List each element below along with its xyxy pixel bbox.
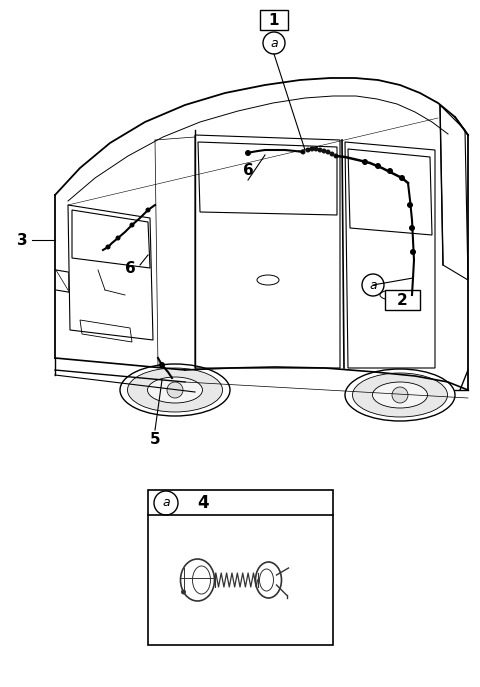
- Text: a: a: [162, 497, 170, 510]
- Circle shape: [310, 146, 314, 152]
- Circle shape: [313, 146, 319, 152]
- Ellipse shape: [147, 377, 203, 403]
- Circle shape: [159, 362, 165, 368]
- Circle shape: [145, 207, 151, 212]
- Circle shape: [362, 274, 384, 296]
- Circle shape: [375, 163, 381, 169]
- Bar: [148, 490, 333, 645]
- Text: 6: 6: [125, 260, 135, 275]
- Circle shape: [317, 148, 323, 153]
- Circle shape: [245, 150, 251, 156]
- Circle shape: [387, 168, 393, 174]
- Circle shape: [409, 225, 415, 231]
- Circle shape: [305, 148, 311, 153]
- Circle shape: [407, 202, 413, 208]
- Text: a: a: [270, 36, 278, 49]
- Circle shape: [181, 589, 186, 594]
- Ellipse shape: [372, 382, 428, 408]
- Circle shape: [329, 152, 335, 157]
- Circle shape: [263, 32, 285, 54]
- Circle shape: [399, 175, 405, 181]
- Circle shape: [167, 382, 183, 398]
- Circle shape: [325, 150, 331, 155]
- Circle shape: [334, 153, 338, 159]
- Text: 1: 1: [269, 12, 279, 27]
- Circle shape: [106, 245, 110, 249]
- Circle shape: [116, 236, 120, 240]
- Circle shape: [392, 387, 408, 403]
- Ellipse shape: [352, 373, 447, 417]
- Circle shape: [362, 159, 368, 165]
- Circle shape: [300, 150, 305, 155]
- Text: 6: 6: [242, 163, 253, 177]
- Ellipse shape: [128, 368, 223, 412]
- Text: 3: 3: [17, 232, 27, 247]
- Text: 2: 2: [397, 293, 408, 308]
- Circle shape: [130, 223, 134, 227]
- Circle shape: [410, 249, 416, 255]
- Text: 5: 5: [150, 433, 160, 447]
- Text: 4: 4: [197, 494, 209, 512]
- Circle shape: [322, 148, 326, 153]
- Text: a: a: [369, 278, 377, 291]
- Bar: [385, 290, 420, 310]
- Circle shape: [154, 491, 178, 515]
- Bar: [260, 10, 288, 30]
